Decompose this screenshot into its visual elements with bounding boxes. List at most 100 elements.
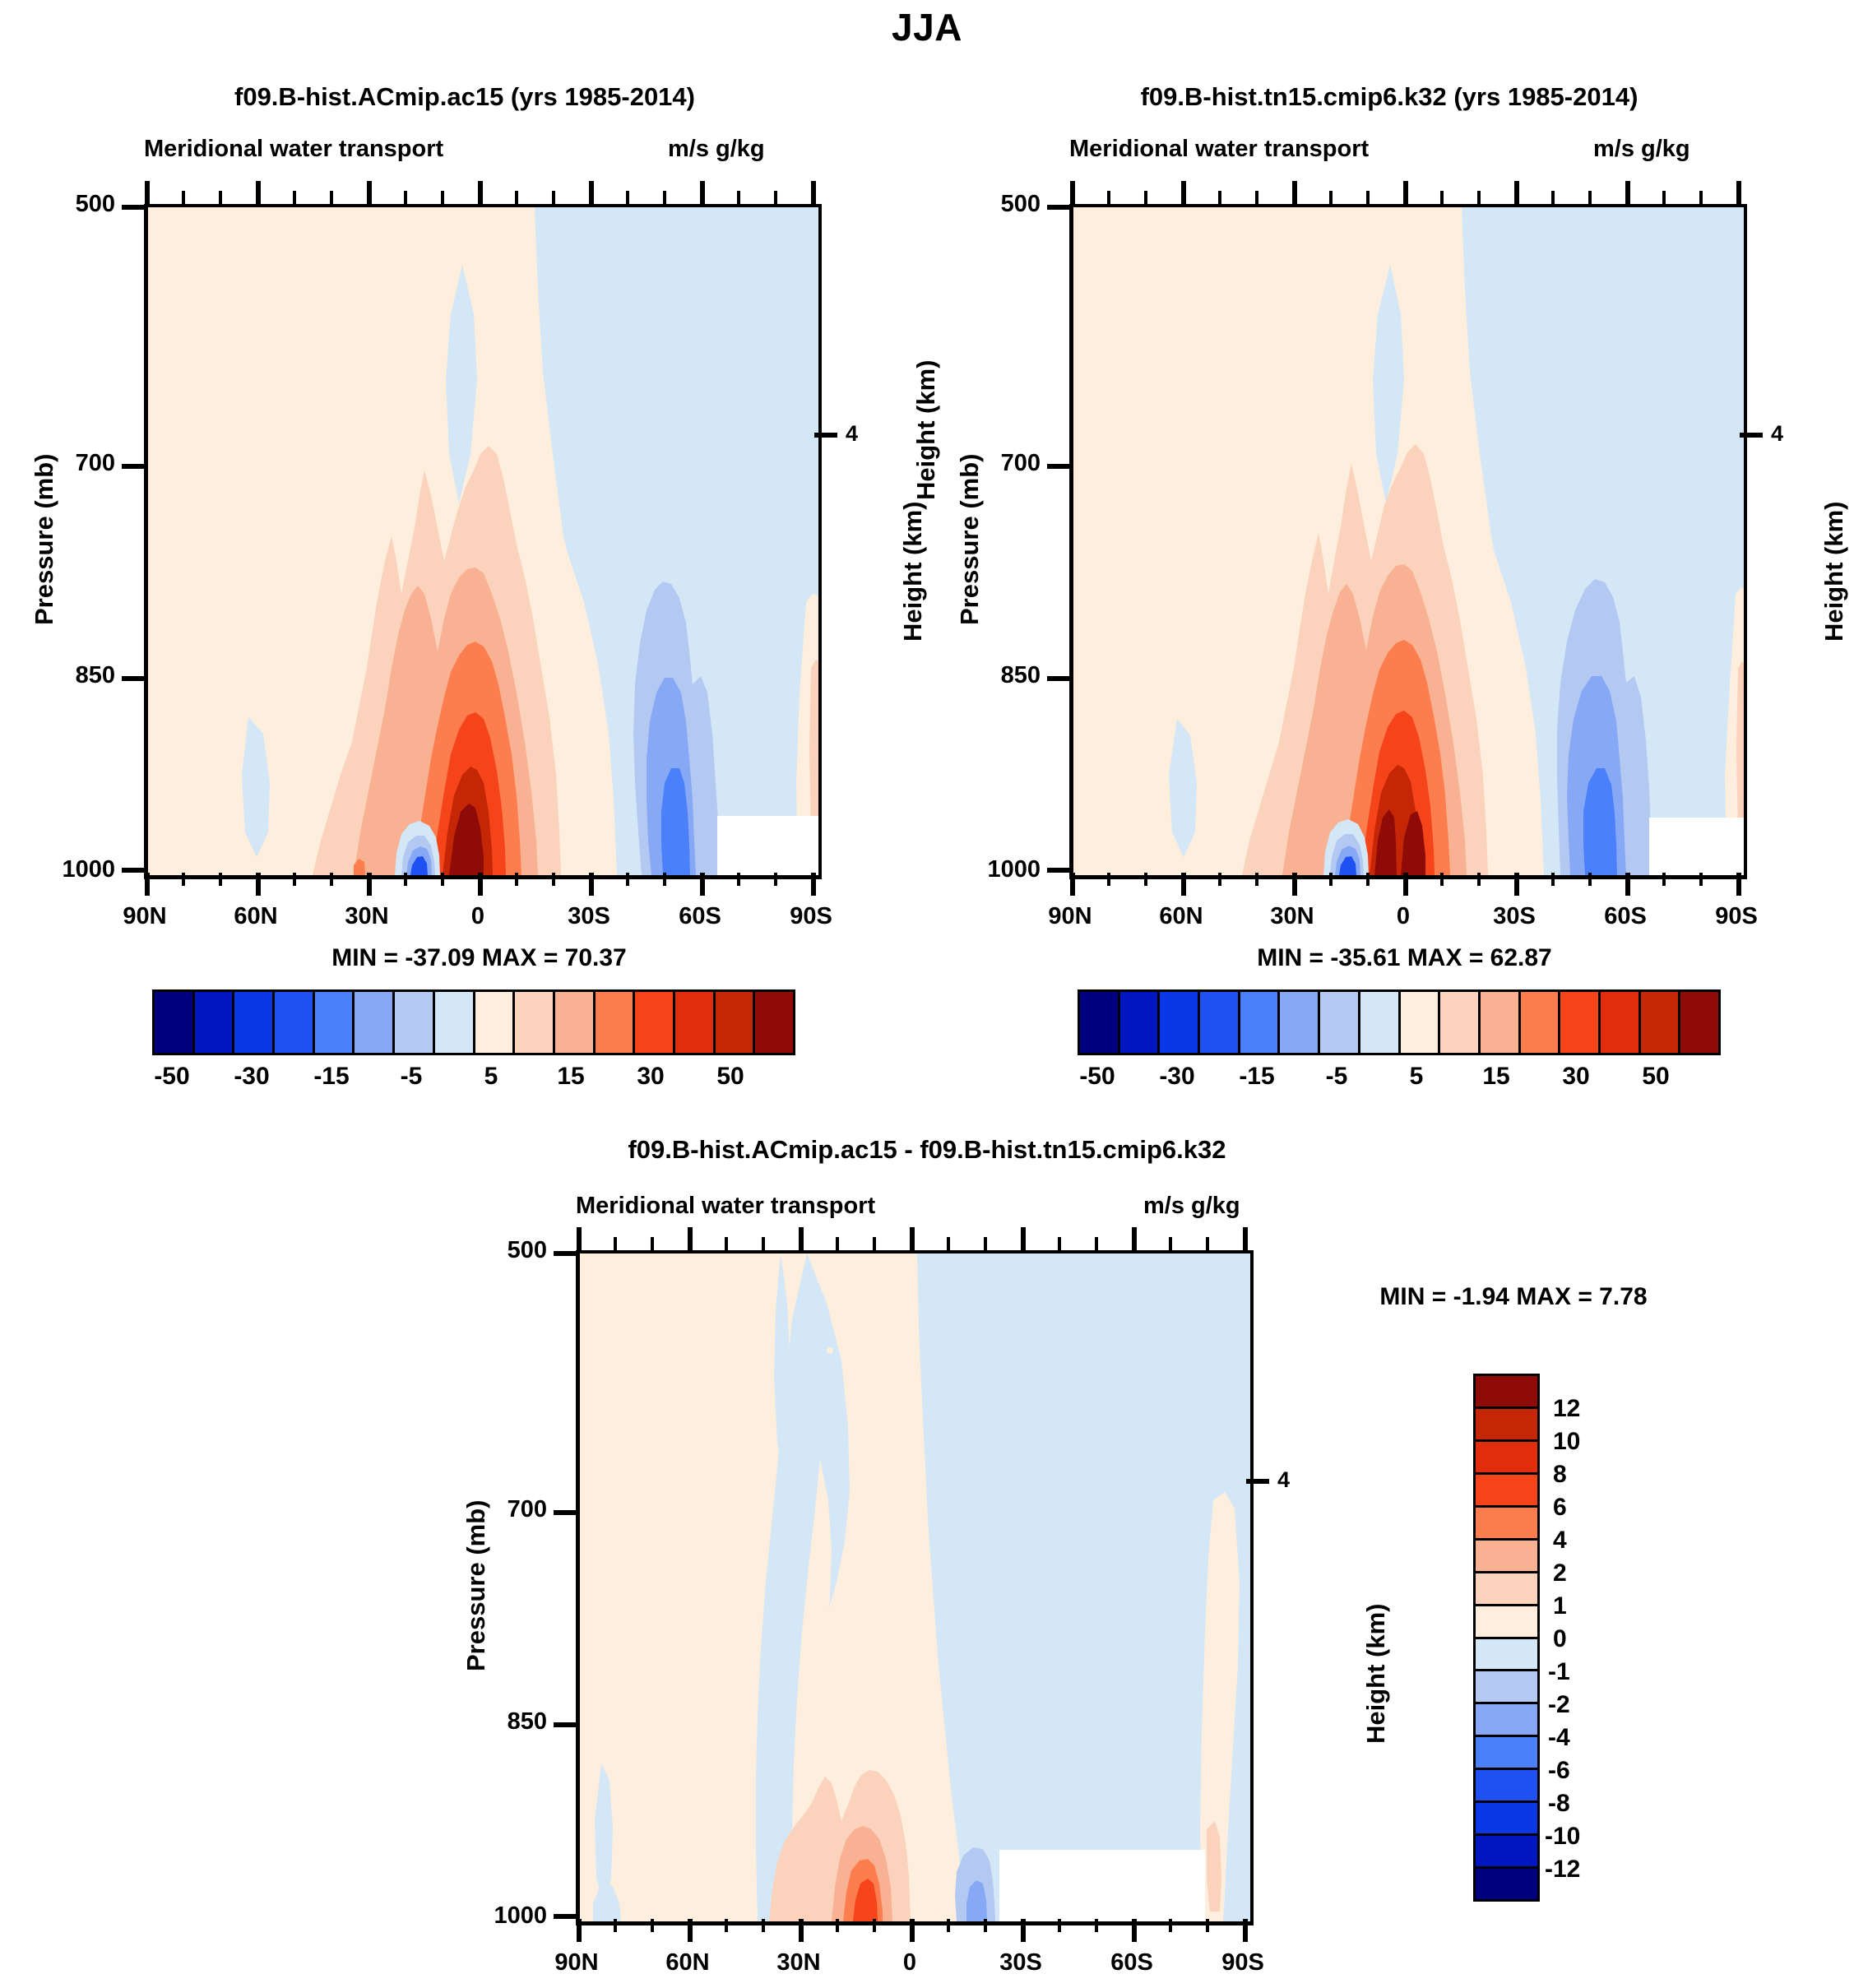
panel-right-xtick-minor <box>1477 873 1481 886</box>
panel-diff-xtick-top-minor <box>1169 1237 1172 1250</box>
cbar-left-label--50: -50 <box>154 1063 190 1090</box>
cbar-cell <box>1280 992 1321 1053</box>
panel-diff-xtick-30N: 30N <box>776 1949 821 1976</box>
cbar-cell <box>1476 1737 1537 1771</box>
cbar-cell <box>314 992 355 1053</box>
cbar-cell <box>1476 1638 1537 1672</box>
panel-diff-xtick-90N: 90N <box>554 1949 599 1976</box>
panel-right-xtick-mark <box>1292 873 1297 896</box>
panel-left-xtick-minor <box>737 873 740 886</box>
panel-right-rlabel: Height (km) <box>1819 501 1848 642</box>
cbar-left-label-30: 30 <box>637 1063 665 1090</box>
cbar-right-label--15: -15 <box>1239 1063 1275 1090</box>
colorbar-diff[interactable] <box>1473 1374 1540 1902</box>
colorbar-left[interactable] <box>152 989 795 1055</box>
panel-right-xtick-top-minor <box>1440 191 1444 204</box>
cbar-right-label-15: 15 <box>1482 1063 1510 1090</box>
panel-diff-xtick-minor <box>1058 1919 1061 1932</box>
panel-right-xtick-30N: 30N <box>1270 903 1314 929</box>
panel-right-xtick-mark <box>1181 873 1186 896</box>
panel-diff-xtick-mark <box>577 1919 582 1942</box>
cbar-cell <box>1360 992 1401 1053</box>
cbar-cell <box>395 992 435 1053</box>
panel-left-subtitle: Meridional water transport <box>144 136 444 162</box>
panel-diff-xtick-minor <box>984 1919 987 1932</box>
panel-right-subtitle: Meridional water transport <box>1069 136 1370 162</box>
cbar-cell <box>1476 1803 1537 1837</box>
panel-right-xtick-minor <box>1255 873 1258 886</box>
panel-left-ytick-850: 850 <box>75 662 115 688</box>
panel-diff-xtick-top <box>1132 1227 1137 1250</box>
cbar-cell <box>1200 992 1240 1053</box>
panel-right-xtick-minor <box>1218 873 1221 886</box>
cbar-diff-label--1: -1 <box>1548 1658 1570 1685</box>
cbar-cell <box>1440 992 1481 1053</box>
panel-left-ylabel: Pressure (mb) <box>30 453 58 625</box>
panel-left-title: f09.B-hist.ACmip.ac15 (yrs 1985-2014) <box>234 82 695 111</box>
panel-left-xtick-top <box>589 181 594 204</box>
panel-diff-rtick-4: 4 <box>1277 1467 1291 1492</box>
panel-left-xtick-30S: 30S <box>568 903 610 929</box>
panel-right-xtick-minor <box>1440 873 1444 886</box>
cbar-diff-label--4: -4 <box>1548 1724 1570 1751</box>
panel-diff-rlabel: Height (km) <box>1361 1603 1390 1745</box>
panel-left-xtick-top-minor <box>182 191 185 204</box>
panel-right-xtick-top-minor <box>1144 191 1147 204</box>
panel-right-ylabel: Pressure (mb) <box>955 453 984 625</box>
panel-diff-xtick-mark <box>1021 1919 1026 1942</box>
panel-left-xtick-top-minor <box>774 191 777 204</box>
panel-diff-xtick-top <box>799 1227 804 1250</box>
panel-left-xtick-top <box>145 181 150 204</box>
panel-right-rtick-4: 4 <box>1771 421 1784 446</box>
panel-left-rtick-mark <box>814 433 837 438</box>
panel-left-xtick-top-minor <box>626 191 629 204</box>
panel-diff-xtick-mark <box>688 1919 693 1942</box>
panel-left-xtick-mark <box>478 873 483 896</box>
cbar-cell <box>475 992 516 1053</box>
panel-right-xtick-minor <box>1588 873 1592 886</box>
panel-diff-xtick-top-minor <box>651 1237 654 1250</box>
panel-right-xtick-top-minor <box>1588 191 1592 204</box>
panel-diff-ytick-mark <box>554 1914 577 1919</box>
panel-left-xtick-minor <box>404 873 407 886</box>
cbar-diff-label--2: -2 <box>1548 1691 1570 1718</box>
panel-diff-ytick-mark <box>554 1510 577 1515</box>
panel-diff-xtick-top-minor <box>836 1237 839 1250</box>
panel-right-xtick-top-minor <box>1477 191 1481 204</box>
panel-left-xtick-top-minor <box>219 191 222 204</box>
cbar-diff-label-1: 1 <box>1553 1592 1567 1620</box>
panel-right-xtick-mark <box>1070 873 1075 896</box>
panel-left-xtick-minor <box>330 873 333 886</box>
panel-left-xtick-mark <box>589 873 594 896</box>
panel-right-ytick-mark <box>1047 676 1070 681</box>
panel-right-xtick-90S: 90S <box>1715 903 1758 929</box>
panel-right-rtick-mark <box>1740 433 1763 438</box>
panel-right-plot <box>1069 204 1747 879</box>
panel-right-xtick-minor <box>1366 873 1370 886</box>
panel-diff-xtick-minor <box>947 1919 950 1932</box>
panel-left-minmax: MIN = -37.09 MAX = 70.37 <box>331 944 627 971</box>
cbar-left-label--30: -30 <box>234 1063 270 1090</box>
cbar-cell <box>355 992 396 1053</box>
panel-left-xtick-minor <box>552 873 555 886</box>
cbar-diff-label--6: -6 <box>1548 1757 1570 1784</box>
panel-left-xtick-60N: 60N <box>234 903 278 929</box>
panel-diff-xtick-top-minor <box>947 1237 950 1250</box>
cbar-cell <box>1476 1408 1537 1442</box>
panel-right-xtick-top <box>1625 181 1630 204</box>
cbar-cell <box>1560 992 1601 1053</box>
panel-diff-xtick-top-minor <box>762 1237 765 1250</box>
cbar-cell <box>1476 1441 1537 1475</box>
cbar-cell <box>674 992 716 1053</box>
panel-diff-xtick-60S: 60S <box>1110 1949 1153 1976</box>
panel-diff-xtick-minor <box>1169 1919 1172 1932</box>
cbar-cell <box>515 992 555 1053</box>
panel-left-ytick-1000: 1000 <box>62 856 115 883</box>
cbar-cell <box>1476 1540 1537 1573</box>
panel-diff-xtick-minor <box>873 1919 876 1932</box>
panel-diff-xtick-30S: 30S <box>999 1949 1042 1976</box>
panel-diff-xtick-0: 0 <box>902 1949 917 1976</box>
colorbar-right[interactable] <box>1078 989 1721 1055</box>
panel-right-title: f09.B-hist.tn15.cmip6.k32 (yrs 1985-2014… <box>1140 82 1638 111</box>
panel-right-xtick-top-minor <box>1329 191 1333 204</box>
